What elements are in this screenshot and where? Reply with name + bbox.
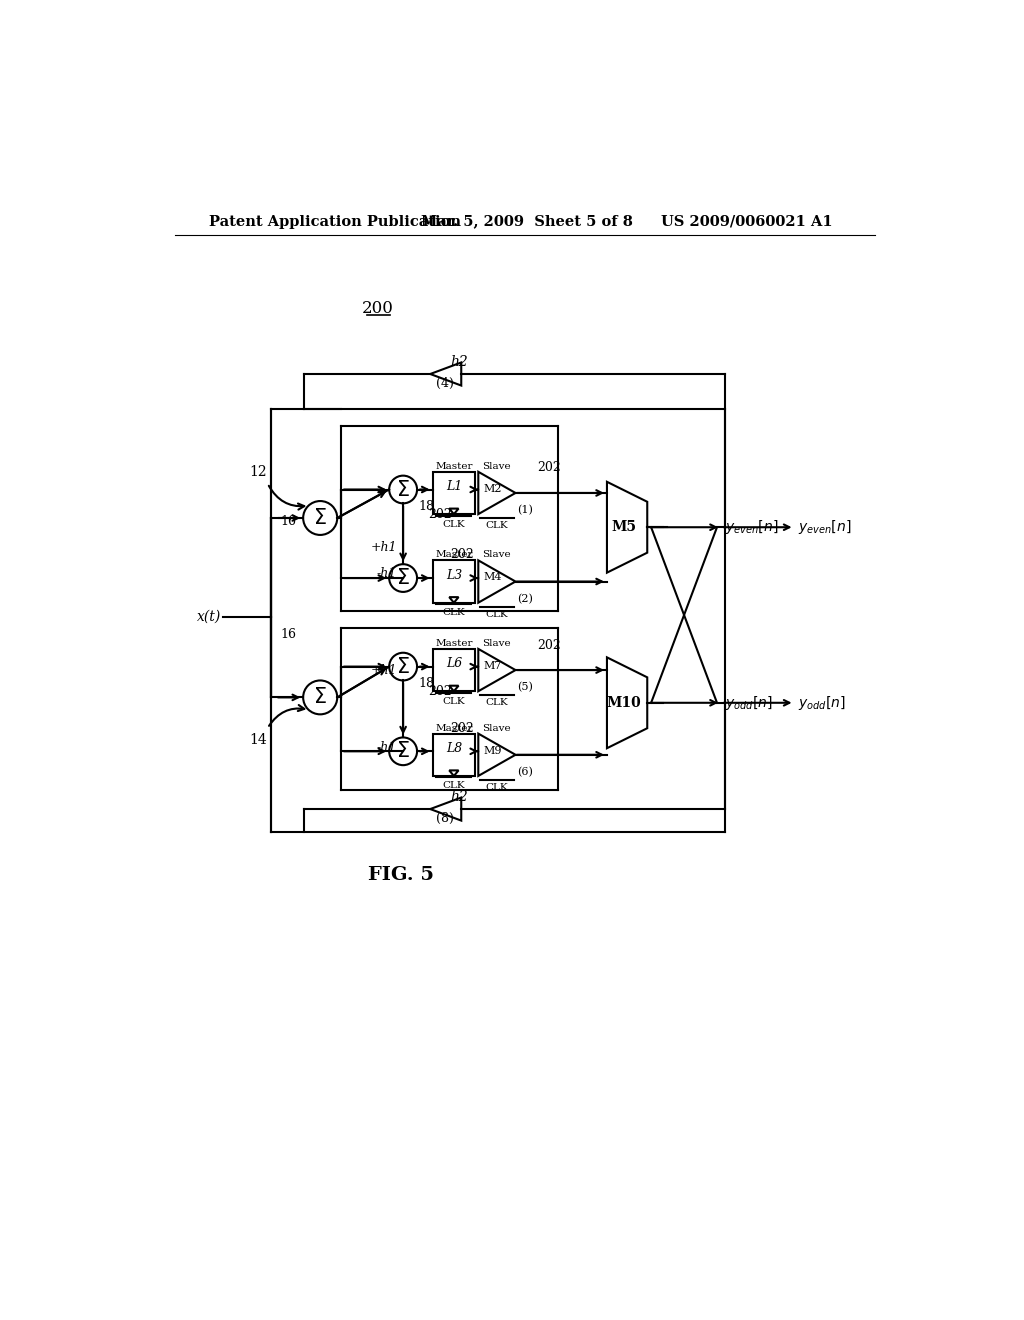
Text: Slave: Slave (482, 723, 511, 733)
Text: M10: M10 (606, 696, 641, 710)
Text: M9: M9 (483, 746, 502, 755)
Text: CLK: CLK (442, 781, 465, 791)
Text: (2): (2) (517, 594, 532, 605)
Text: -h1: -h1 (377, 566, 397, 579)
Text: Patent Application Publication: Patent Application Publication (209, 215, 462, 228)
Bar (432, 471, 475, 515)
Text: $y_{even}[n]$: $y_{even}[n]$ (799, 519, 852, 536)
Text: (1): (1) (517, 506, 532, 515)
Text: $\Sigma$: $\Sigma$ (313, 688, 327, 708)
Text: 202: 202 (451, 548, 474, 561)
Text: US 2009/0060021 A1: US 2009/0060021 A1 (662, 215, 833, 228)
Text: 202: 202 (428, 508, 452, 520)
Circle shape (389, 738, 417, 766)
Text: (8): (8) (436, 812, 455, 825)
Circle shape (389, 475, 417, 503)
Text: 16: 16 (281, 515, 297, 528)
Text: 200: 200 (361, 300, 393, 317)
Text: $\Sigma$: $\Sigma$ (396, 656, 410, 677)
Text: L1: L1 (445, 480, 462, 494)
Text: L6: L6 (445, 657, 462, 671)
Circle shape (389, 653, 417, 681)
Text: 202: 202 (538, 639, 561, 652)
Circle shape (389, 564, 417, 591)
Text: Master: Master (435, 723, 473, 733)
Circle shape (303, 502, 337, 535)
Text: 12: 12 (250, 465, 267, 479)
Text: Master: Master (435, 550, 473, 560)
Text: $y_{odd}[n]$: $y_{odd}[n]$ (725, 694, 772, 711)
Text: M7: M7 (483, 661, 502, 671)
Text: $y_{even}[n]$: $y_{even}[n]$ (725, 519, 778, 536)
Text: FIG. 5: FIG. 5 (368, 866, 434, 883)
Bar (432, 560, 475, 603)
Text: M5: M5 (611, 520, 636, 535)
Text: $\Sigma$: $\Sigma$ (396, 568, 410, 587)
Text: (4): (4) (436, 376, 455, 389)
Text: 18: 18 (419, 500, 434, 513)
Text: Master: Master (435, 639, 473, 648)
Text: CLK: CLK (485, 610, 508, 619)
Text: (5): (5) (517, 682, 532, 693)
Text: L8: L8 (445, 742, 462, 755)
Text: 16: 16 (281, 628, 297, 640)
Text: L3: L3 (445, 569, 462, 582)
Circle shape (303, 681, 337, 714)
Text: -h1: -h1 (377, 741, 397, 754)
Bar (432, 734, 475, 776)
Text: h2: h2 (451, 789, 469, 804)
Text: Slave: Slave (482, 639, 511, 648)
Text: Slave: Slave (482, 462, 511, 471)
Text: M2: M2 (483, 483, 502, 494)
Text: $\Sigma$: $\Sigma$ (313, 508, 327, 528)
Text: Master: Master (435, 462, 473, 471)
Text: 202: 202 (451, 722, 474, 735)
Text: CLK: CLK (485, 783, 508, 792)
Text: CLK: CLK (442, 520, 465, 528)
Text: (6): (6) (517, 767, 532, 777)
Text: +h1: +h1 (371, 664, 397, 677)
Text: Mar. 5, 2009  Sheet 5 of 8: Mar. 5, 2009 Sheet 5 of 8 (421, 215, 633, 228)
Text: $y_{odd}[n]$: $y_{odd}[n]$ (799, 694, 846, 711)
Text: $\Sigma$: $\Sigma$ (396, 742, 410, 762)
Text: CLK: CLK (442, 697, 465, 706)
Text: h2: h2 (451, 355, 469, 368)
Text: CLK: CLK (485, 698, 508, 708)
Text: 202: 202 (538, 462, 561, 474)
Text: 202: 202 (428, 685, 452, 698)
Text: x(t): x(t) (197, 610, 221, 623)
Bar (432, 649, 475, 692)
Text: +h1: +h1 (371, 541, 397, 554)
Text: 18: 18 (419, 677, 434, 690)
Text: CLK: CLK (485, 521, 508, 531)
Text: M4: M4 (483, 573, 502, 582)
Text: Slave: Slave (482, 550, 511, 560)
Text: 14: 14 (249, 733, 267, 747)
Text: CLK: CLK (442, 609, 465, 618)
Text: $\Sigma$: $\Sigma$ (396, 479, 410, 499)
